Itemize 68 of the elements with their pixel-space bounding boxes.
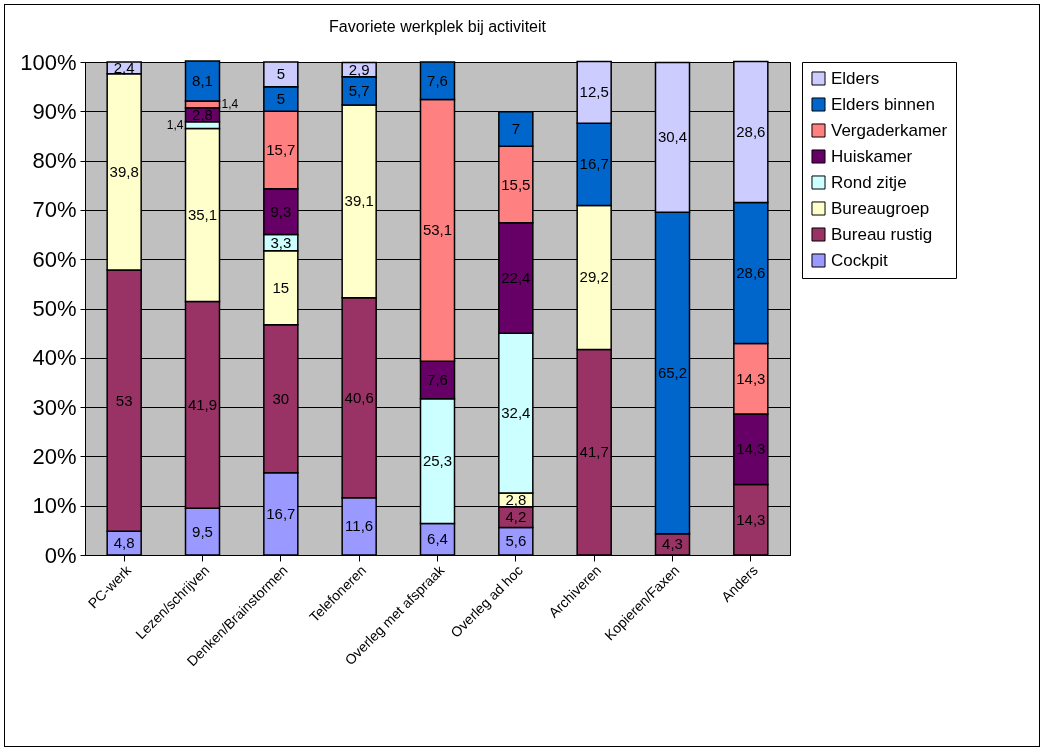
y-tick-label: 30% [32,394,77,420]
y-tick-label: 20% [32,443,77,469]
y-tick-label: 10% [32,493,77,519]
data-label: 9,5 [192,522,213,540]
data-label: 7,6 [427,370,448,388]
data-label: 15 [272,278,290,296]
data-label: 1,4 [221,97,239,112]
data-label: 14,3 [736,510,766,528]
legend-label: Rond zitje [831,172,907,192]
data-label: 14,3 [736,369,766,387]
legend-label: Huiskamer [831,146,913,166]
data-label: 2,8 [505,490,527,508]
data-label: 5 [276,65,286,83]
data-label: 2,4 [113,58,135,76]
legend-label: Elders [831,68,880,88]
data-label: 5,7 [348,81,370,99]
data-label: 39,8 [109,162,139,180]
legend-label: Vergaderkamer [831,120,948,140]
data-label: 16,7 [266,504,296,522]
data-label: 15,7 [266,141,296,158]
data-label: 6,4 [427,530,448,548]
data-label: 35,1 [187,206,218,224]
y-tick-label: 50% [32,296,77,321]
data-label: 22,4 [501,268,531,286]
data-label: 3,3 [270,233,292,251]
data-label: 16,7 [579,155,609,173]
data-label: 28,6 [736,123,766,141]
data-label: 9,3 [270,202,292,220]
y-tick-label: 40% [32,345,77,371]
legend-label: Bureau rustig [831,224,933,244]
data-label: 15,5 [501,175,531,193]
data-label: 5,6 [505,532,527,550]
data-label: 29,2 [579,268,609,286]
data-label: 5 [276,89,286,107]
legend-label: Cockpit [831,250,888,270]
legend-label: Elders binnen [831,94,935,114]
y-tick-label: 90% [32,98,77,124]
data-label: 11,6 [345,517,374,535]
data-label: 30,4 [657,128,688,146]
data-label: 12,5 [579,83,609,101]
data-label: 7 [511,120,521,138]
y-tick-label: 100% [20,49,77,75]
chart-title: Favoriete werkplek bij activiteit [329,18,547,35]
data-label: 65,2 [657,364,688,382]
y-tick-label: 80% [32,148,77,174]
data-label: 7,6 [427,71,448,89]
legend-label: Bureaugroep [831,198,930,218]
data-label: 1,4 [166,118,184,133]
data-label: 4,3 [662,535,683,553]
data-label: 39,1 [344,192,374,210]
data-label: 41,9 [187,395,218,413]
data-label: 53,1 [422,221,453,239]
data-label: 30 [272,389,290,407]
data-label: 32,4 [501,404,531,422]
data-label: 2,9 [348,60,370,78]
data-label: 2,8 [192,105,213,123]
data-label: 41,7 [579,443,609,461]
data-label: 25,3 [422,452,453,470]
data-label: 14,3 [736,440,766,458]
data-label: 8,1 [192,71,213,89]
data-label: 53 [115,391,133,409]
y-tick-label: 70% [32,197,77,223]
data-label: 40,6 [344,388,374,406]
data-label: 4,2 [505,508,527,526]
data-label: 4,8 [113,534,135,552]
y-tick-label: 60% [32,246,77,272]
y-tick-label: 0% [44,542,77,568]
data-label: 28,6 [736,264,766,281]
